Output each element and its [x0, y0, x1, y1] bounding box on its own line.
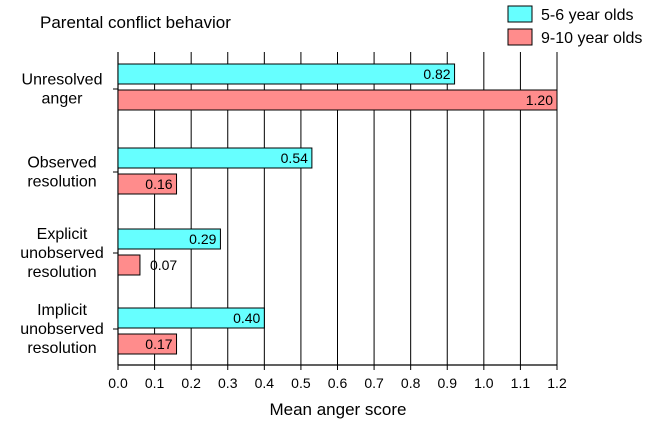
- x-tick-label: 0.9: [438, 375, 458, 391]
- category-label: Unresolved: [22, 72, 103, 89]
- category-label: resolution: [27, 340, 96, 357]
- chart-title: Parental conflict behavior: [40, 13, 231, 32]
- bar: [117, 147, 313, 169]
- legend-label: 9-10 year olds: [541, 30, 642, 47]
- x-tick-label: 0.8: [401, 375, 421, 391]
- data-label: 0.40: [233, 310, 260, 326]
- bar: [117, 173, 178, 195]
- data-label: 0.16: [145, 176, 172, 192]
- x-tick-label: 1.1: [511, 375, 531, 391]
- x-tick-label: 0.1: [145, 375, 165, 391]
- category-label: unobserved: [20, 245, 104, 262]
- bar: [117, 333, 178, 355]
- x-tick-label: 0.3: [218, 375, 238, 391]
- x-tick-labels: 0.0 0.1 0.2 0.3 0.4 0.5 0.6 0.7 0.8 0.9 1.0 1.1 1.2: [108, 375, 567, 391]
- x-axis-label: Mean anger score: [269, 400, 406, 419]
- bar: [117, 307, 265, 329]
- x-tick-label: 1.2: [547, 375, 567, 391]
- category-label: anger: [42, 91, 84, 108]
- category-label: Explicit: [37, 226, 88, 243]
- legend-swatch: [507, 5, 533, 23]
- legend: 5-6 year olds 9-10 year olds: [507, 5, 642, 47]
- bar: [117, 228, 221, 250]
- x-tick-label: 0.4: [255, 375, 275, 391]
- category-labels: Unresolved anger Observed resolution Explici…: [20, 72, 104, 358]
- bar: [117, 63, 456, 85]
- data-label: 0.54: [281, 150, 308, 166]
- data-label: 0.82: [423, 66, 450, 82]
- data-label: 0.17: [145, 336, 172, 352]
- category-label: unobserved: [20, 321, 104, 338]
- category-label: Implicit: [37, 302, 87, 319]
- data-label: 1.20: [526, 92, 553, 108]
- category-label: Observed: [27, 155, 96, 172]
- x-tick-label: 0.5: [291, 375, 311, 391]
- category-label: resolution: [27, 264, 96, 281]
- bars: 0.82 0.54 0.29 0.40 1.20 0.16 0.07 0.17: [117, 63, 558, 355]
- data-label: 0.07: [150, 257, 177, 273]
- x-tick-label: 0.2: [181, 375, 201, 391]
- x-tick-label: 0.0: [108, 375, 128, 391]
- legend-swatch: [507, 28, 533, 46]
- x-tick-label: 0.6: [328, 375, 348, 391]
- category-label: resolution: [27, 174, 96, 191]
- legend-label: 5-6 year olds: [541, 7, 634, 24]
- x-tick-label: 0.7: [364, 375, 384, 391]
- x-tick-label: 1.0: [474, 375, 494, 391]
- bar: [117, 89, 558, 111]
- data-label: 0.29: [189, 231, 216, 247]
- bar: [117, 254, 141, 276]
